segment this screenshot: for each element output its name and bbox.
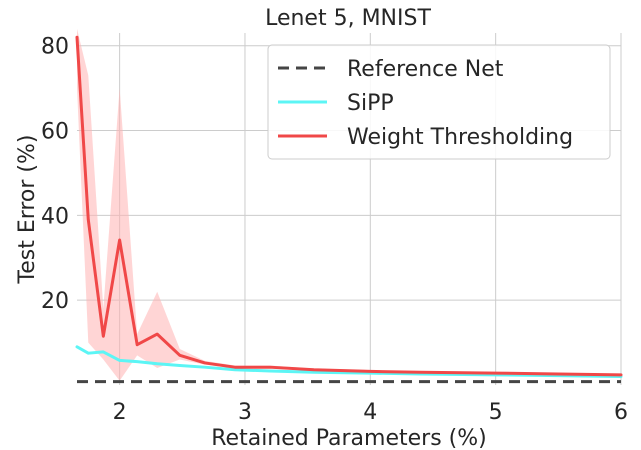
legend-label: SiPP xyxy=(347,91,394,116)
chart-title: Lenet 5, MNIST xyxy=(265,6,431,31)
y-tick-label: 80 xyxy=(41,35,69,60)
legend: Reference Net SiPP Weight Thresholding xyxy=(267,44,611,160)
y-tick-label: 40 xyxy=(41,204,69,229)
series-lines xyxy=(75,35,623,384)
legend-box xyxy=(267,44,611,160)
x-tick-label: 6 xyxy=(614,400,628,425)
x-tick-label: 5 xyxy=(489,400,503,425)
x-tick-label: 2 xyxy=(113,400,127,425)
series-line xyxy=(75,35,623,377)
legend-label: Reference Net xyxy=(347,57,504,82)
y-axis-ticks: 20 40 60 80 xyxy=(41,35,69,314)
x-axis-ticks: 2 3 4 5 6 xyxy=(113,400,628,425)
series-line xyxy=(75,345,623,379)
confidence-band xyxy=(77,28,621,381)
confidence-bands xyxy=(77,28,621,381)
y-tick-label: 60 xyxy=(41,120,69,145)
x-tick-label: 4 xyxy=(363,400,377,425)
y-tick-label: 20 xyxy=(41,289,69,314)
legend-label: Weight Thresholding xyxy=(347,125,573,150)
x-axis-label: Retained Parameters (%) xyxy=(211,426,486,450)
x-tick-label: 3 xyxy=(238,400,252,425)
y-axis-label: Test Error (%) xyxy=(15,134,40,284)
